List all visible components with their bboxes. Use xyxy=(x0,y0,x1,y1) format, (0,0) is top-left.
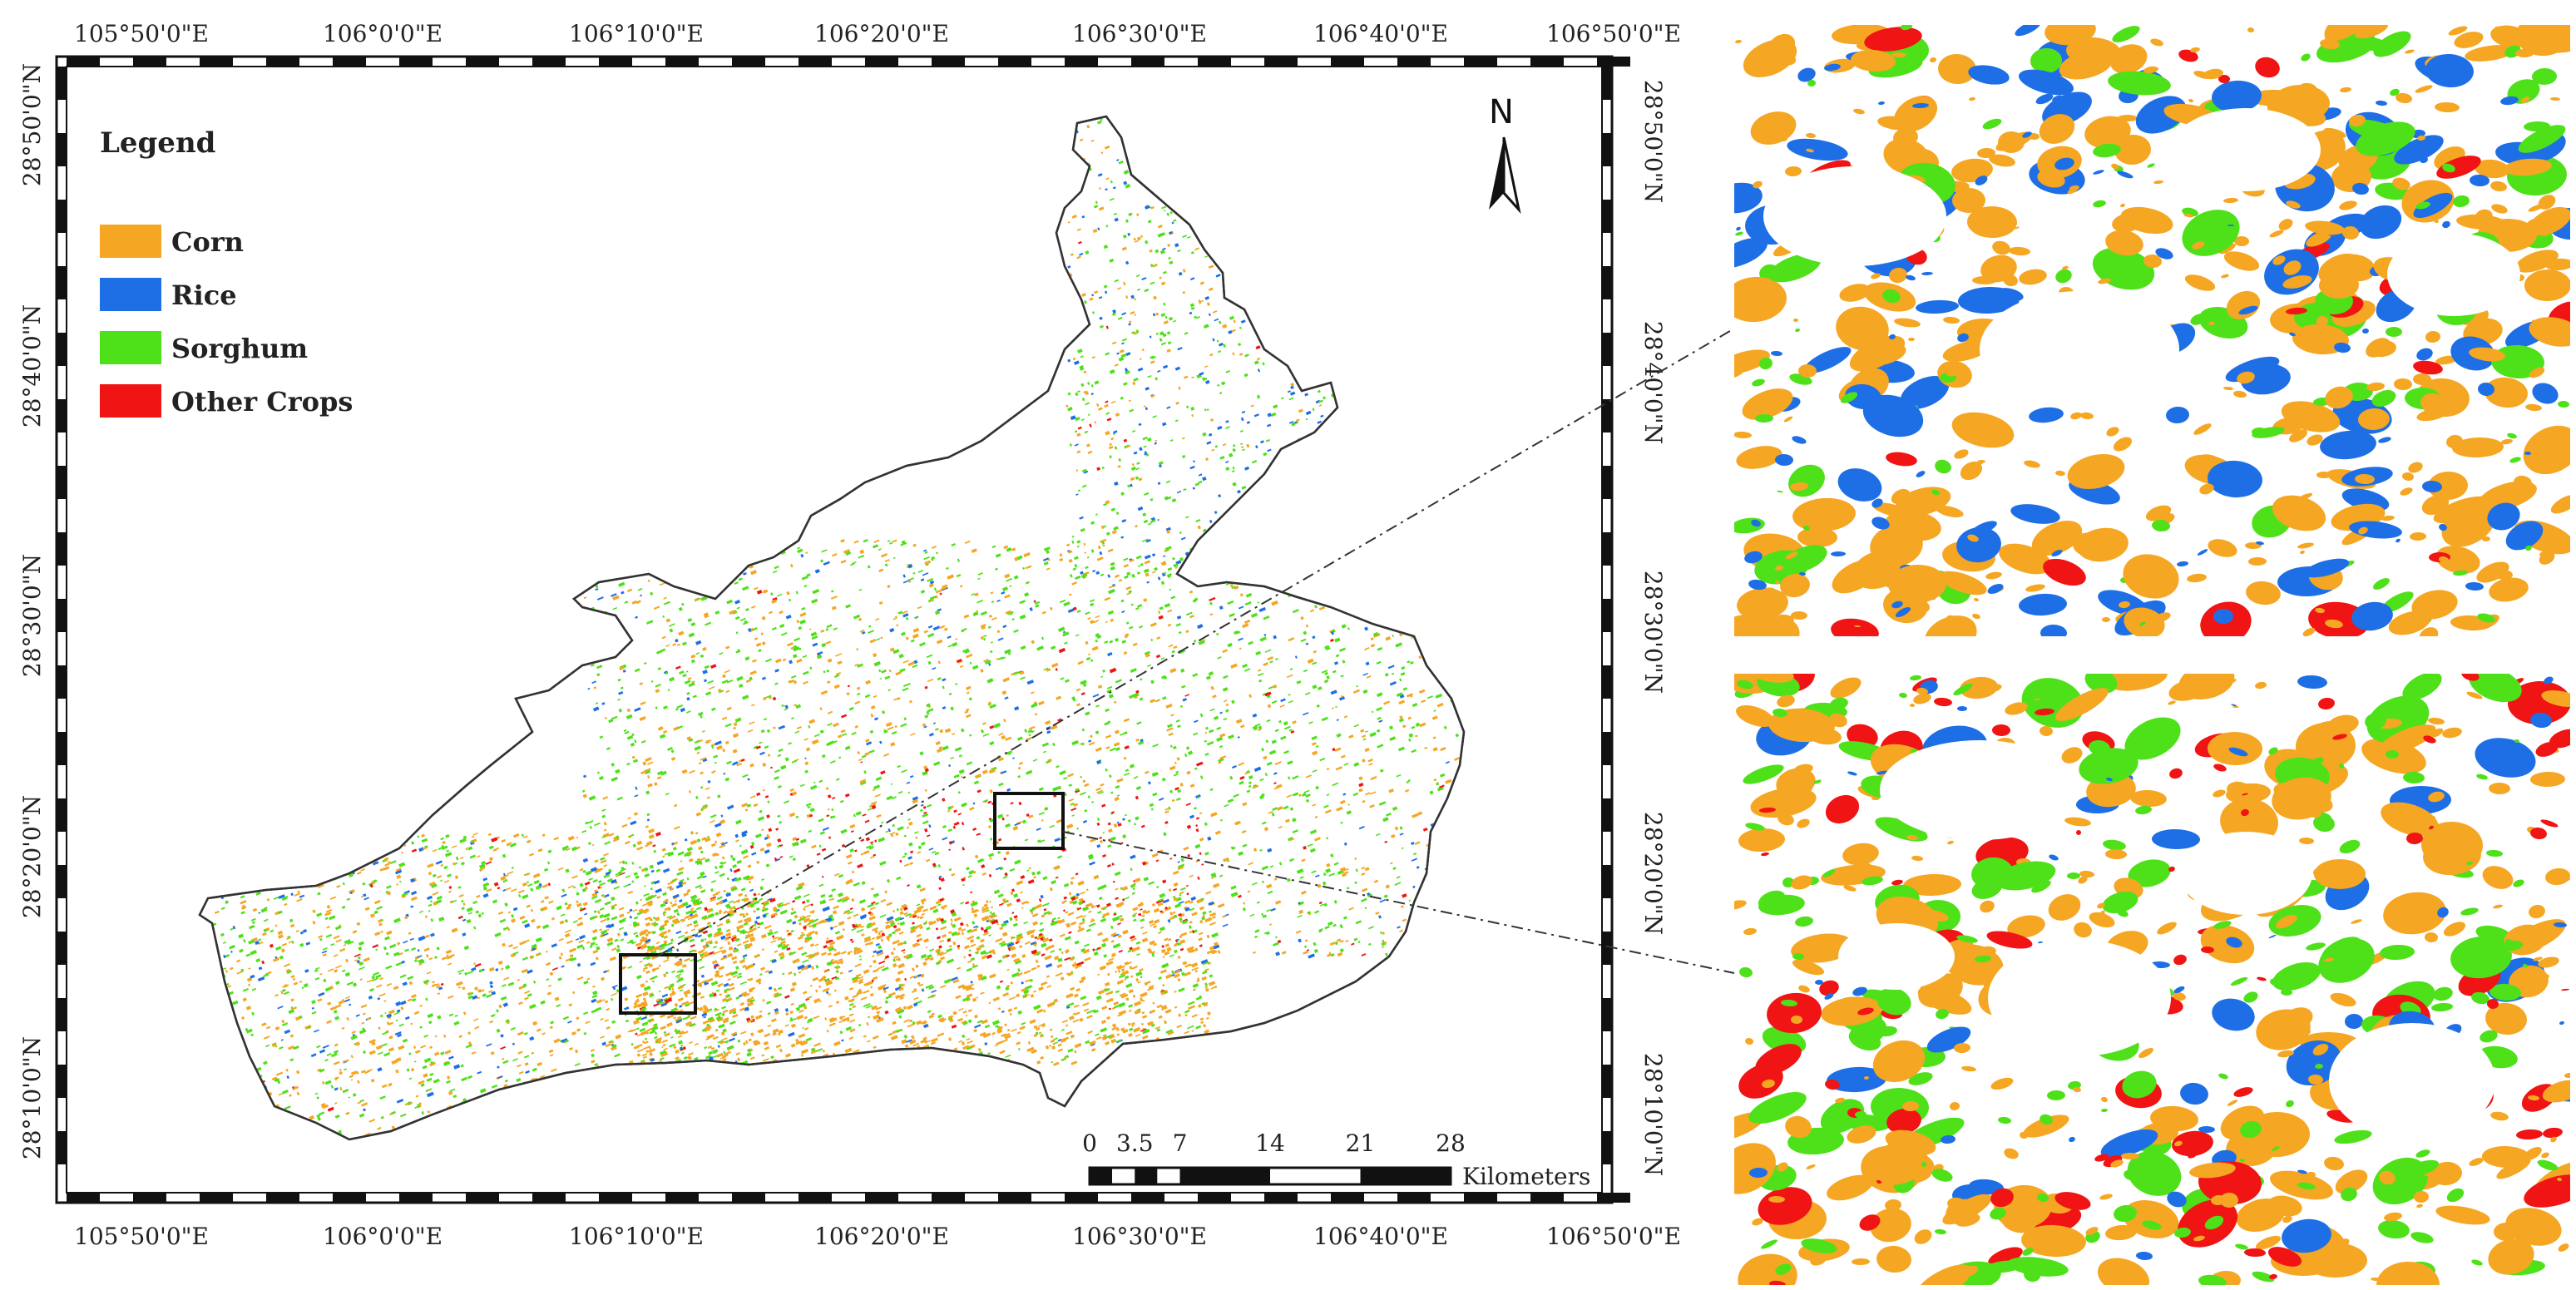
study-region xyxy=(198,115,1466,1141)
latitude-label: 28°30'0"N xyxy=(18,554,46,677)
legend-label: Sorghum xyxy=(171,333,308,364)
legend-swatch xyxy=(100,278,161,311)
scale-tick-label: 14 xyxy=(1255,1129,1285,1157)
longitude-label: 106°50'0"E xyxy=(1546,20,1681,47)
longitude-label: 106°30'0"E xyxy=(1072,1223,1207,1250)
locator-box-upper xyxy=(993,792,1065,850)
scale-tick-label: 3.5 xyxy=(1116,1129,1154,1157)
longitude-label: 106°30'0"E xyxy=(1072,20,1207,47)
longitude-label: 106°40'0"E xyxy=(1313,20,1448,47)
longitude-label: 106°0'0"E xyxy=(323,20,443,47)
scale-bar: 0 3.5 7 14 21 28 Kilometers xyxy=(1082,1129,1590,1190)
legend-swatch xyxy=(100,331,161,364)
locator-box-lower xyxy=(619,953,697,1015)
longitude-label: 106°50'0"E xyxy=(1546,1223,1681,1250)
longitude-labels-bottom: 105°50'0"E 106°0'0"E 106°10'0"E 106°20'0"E 1… xyxy=(74,1223,1681,1250)
north-arrow-icon: N xyxy=(1489,93,1521,215)
legend-swatch xyxy=(100,225,161,258)
latitude-label: 28°10'0"N xyxy=(18,1036,46,1159)
north-label: N xyxy=(1489,93,1514,131)
latitude-labels-left: 28°50'0"N 28°40'0"N 28°30'0"N 28°20'0"N 28°1… xyxy=(18,63,46,1159)
inset-map-lower xyxy=(1734,674,2570,1285)
leader-line-to-inset-1 xyxy=(656,328,1735,957)
frame-tick-marks xyxy=(57,57,1630,1203)
legend-title: Legend xyxy=(100,126,215,160)
latitude-labels-right: 28°50'0"N 28°40'0"N 28°30'0"N 28°20'0"N 28°1… xyxy=(1639,80,1667,1176)
latitude-label: 28°50'0"N xyxy=(1639,80,1667,203)
longitude-label: 105°50'0"E xyxy=(74,20,209,47)
scale-unit: Kilometers xyxy=(1462,1163,1590,1190)
legend-label: Corn xyxy=(171,226,244,258)
leader-line-to-inset-2 xyxy=(1062,831,1735,974)
latitude-label: 28°30'0"N xyxy=(1639,571,1667,694)
longitude-label: 105°50'0"E xyxy=(74,1223,209,1250)
latitude-label: 28°40'0"N xyxy=(18,304,46,428)
scale-tick-label: 21 xyxy=(1346,1129,1376,1157)
latitude-label: 28°20'0"N xyxy=(18,795,46,918)
legend-swatch xyxy=(100,384,161,418)
longitude-labels-top: 105°50'0"E 106°0'0"E 106°10'0"E 106°20'0"E 1… xyxy=(74,20,1681,47)
inset-map-upper xyxy=(1734,25,2570,636)
longitude-label: 106°10'0"E xyxy=(569,20,704,47)
scale-tick-label: 28 xyxy=(1436,1129,1466,1157)
latitude-label: 28°40'0"N xyxy=(1639,321,1667,444)
latitude-label: 28°50'0"N xyxy=(18,63,46,186)
scale-tick-label: 7 xyxy=(1173,1129,1188,1157)
legend-label: Rice xyxy=(171,279,237,311)
legend-label: Other Crops xyxy=(171,386,353,418)
longitude-label: 106°20'0"E xyxy=(814,1223,949,1250)
longitude-label: 106°0'0"E xyxy=(323,1223,443,1250)
legend: Legend Corn Rice Sorghum Other Crops xyxy=(100,126,353,418)
longitude-label: 106°10'0"E xyxy=(569,1223,704,1250)
map-frame xyxy=(55,55,1630,1204)
longitude-label: 106°40'0"E xyxy=(1313,1223,1448,1250)
scale-tick-label: 0 xyxy=(1082,1129,1097,1157)
latitude-label: 28°10'0"N xyxy=(1639,1053,1667,1176)
longitude-label: 106°20'0"E xyxy=(814,20,949,47)
latitude-label: 28°20'0"N xyxy=(1639,812,1667,935)
